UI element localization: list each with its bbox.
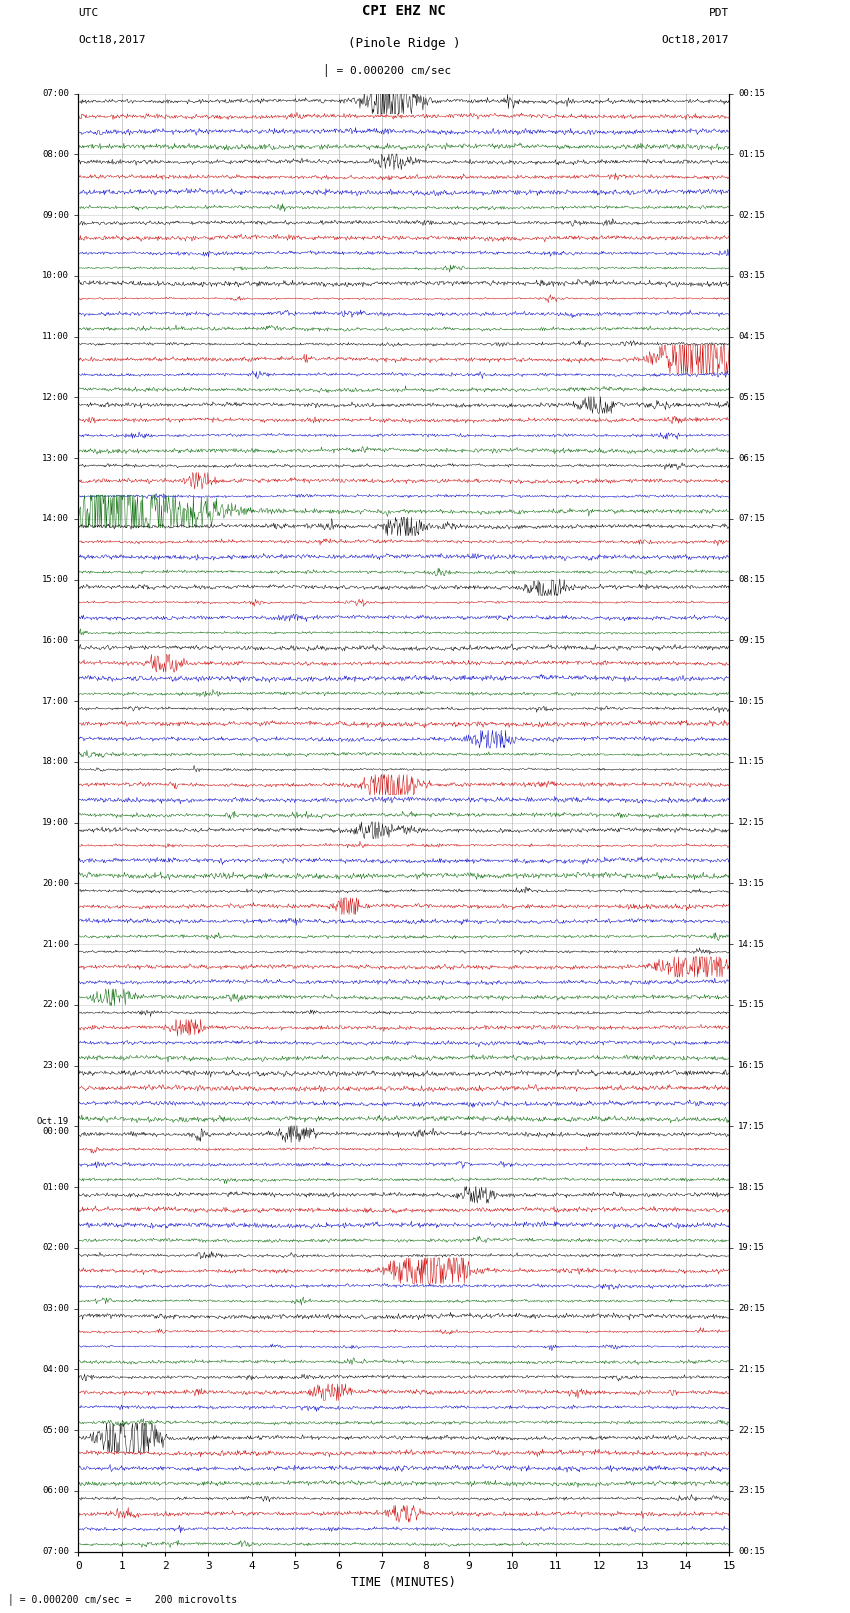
Text: │ = 0.000200 cm/sec: │ = 0.000200 cm/sec — [323, 65, 450, 77]
Text: Oct18,2017: Oct18,2017 — [662, 35, 729, 45]
Text: Oct18,2017: Oct18,2017 — [78, 35, 145, 45]
X-axis label: TIME (MINUTES): TIME (MINUTES) — [351, 1576, 456, 1589]
Text: PDT: PDT — [709, 8, 729, 18]
Text: │ = 0.000200 cm/sec =    200 microvolts: │ = 0.000200 cm/sec = 200 microvolts — [8, 1594, 238, 1605]
Text: UTC: UTC — [78, 8, 99, 18]
Text: (Pinole Ridge ): (Pinole Ridge ) — [348, 37, 460, 50]
Text: CPI EHZ NC: CPI EHZ NC — [362, 3, 445, 18]
